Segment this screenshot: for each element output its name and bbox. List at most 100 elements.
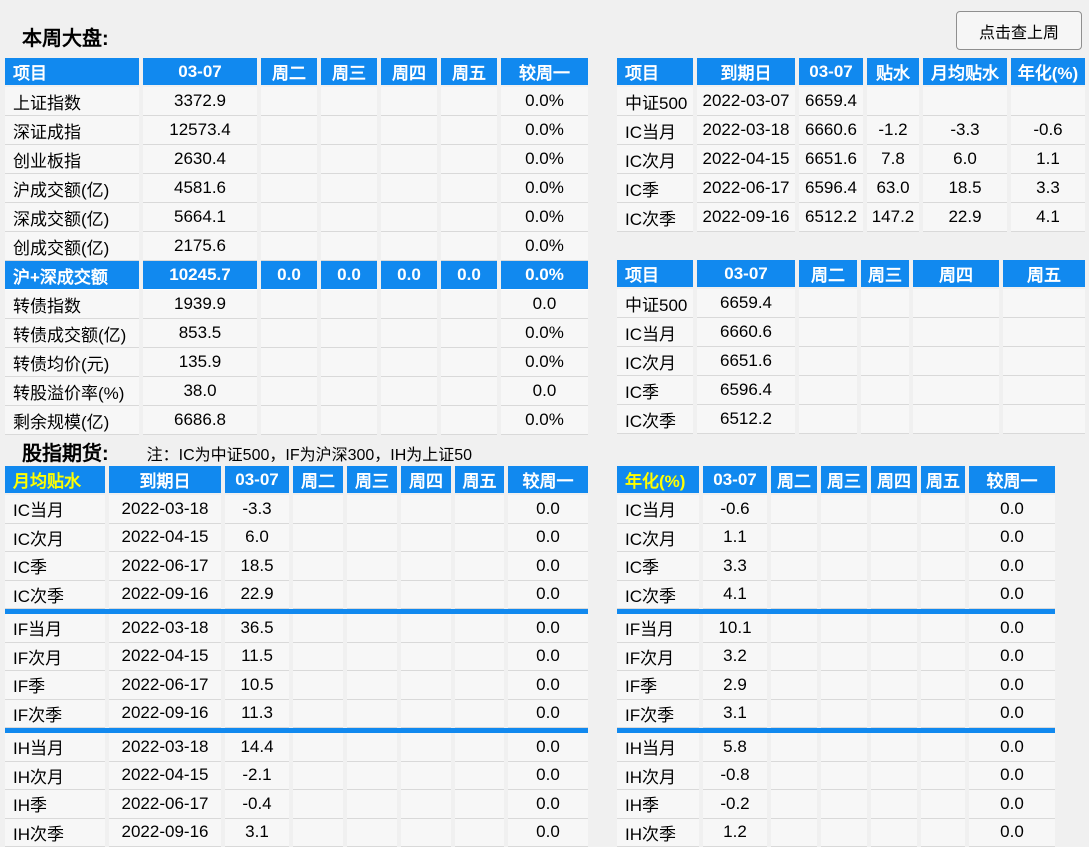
table-row: IC次季 4.1 0.0 xyxy=(617,580,1055,609)
table-cell xyxy=(401,761,451,790)
table-cell: 2022-09-16 xyxy=(109,818,221,847)
header-cell: 月均贴水 xyxy=(5,466,105,493)
table-cell: 0.0% xyxy=(501,87,588,116)
header-cell: 周三 xyxy=(821,466,867,493)
table-cell: 2022-06-17 xyxy=(109,552,221,581)
table-cell: 3.3 xyxy=(703,552,767,581)
table-cell: 38.0 xyxy=(143,377,257,406)
group-separator xyxy=(5,609,588,614)
table-cell xyxy=(401,671,451,700)
table-cell xyxy=(261,203,317,232)
table-cell xyxy=(261,406,317,435)
table-cell: IH季 xyxy=(5,790,105,819)
table-cell xyxy=(441,87,497,116)
table-cell: 深成交额(亿) xyxy=(5,203,139,232)
view-last-week-button[interactable]: 点击查上周 xyxy=(956,11,1082,50)
table-cell xyxy=(381,406,437,435)
table-cell xyxy=(455,733,504,762)
table-cell: 2022-06-17 xyxy=(697,174,795,203)
table-cell xyxy=(293,552,343,581)
table-cell xyxy=(871,642,917,671)
table-cell: IC次季 xyxy=(617,405,693,434)
table-cell xyxy=(861,318,909,347)
table-cell xyxy=(1011,87,1085,116)
header-row: 年化(%) 03-07 周二 周三 周四 周五 较周一 xyxy=(617,466,1055,493)
table-cell: 2175.6 xyxy=(143,232,257,261)
table-cell xyxy=(771,733,817,762)
table-row: IF当月 2022-03-18 36.5 0.0 xyxy=(5,614,588,643)
table-cell xyxy=(871,614,917,643)
table-cell: IH次月 xyxy=(617,761,699,790)
table-cell xyxy=(871,552,917,581)
table-row: IH次月 -0.8 0.0 xyxy=(617,761,1055,790)
table-cell: 2022-04-15 xyxy=(697,145,795,174)
table-cell xyxy=(441,406,497,435)
header-cell: 项目 xyxy=(5,58,139,85)
table-cell xyxy=(913,289,999,318)
table-cell xyxy=(293,761,343,790)
table-cell xyxy=(347,495,397,524)
table-cell xyxy=(821,552,867,581)
table-cell: IF次月 xyxy=(5,642,105,671)
table-cell xyxy=(921,552,965,581)
table-cell xyxy=(261,116,317,145)
table-cell: 0.0 xyxy=(508,580,588,609)
table-cell: 0.0% xyxy=(501,145,588,174)
table-cell: 6596.4 xyxy=(697,376,795,405)
table-cell: IH当月 xyxy=(617,733,699,762)
table-cell: 2022-03-18 xyxy=(109,495,221,524)
table-cell: 135.9 xyxy=(143,348,257,377)
header-cell: 03-07 xyxy=(143,58,257,85)
table-row: 转债指数 1939.9 0.0 xyxy=(5,290,588,319)
table-cell xyxy=(771,523,817,552)
table-cell: 4.1 xyxy=(703,580,767,609)
table-cell: 0.0 xyxy=(969,495,1055,524)
table-cell: 2022-04-15 xyxy=(109,523,221,552)
table-cell xyxy=(921,818,965,847)
table-cell: 0.0% xyxy=(501,174,588,203)
table-cell xyxy=(381,174,437,203)
table-cell xyxy=(441,348,497,377)
table-cell: 中证500 xyxy=(617,289,693,318)
table-cell xyxy=(799,318,857,347)
table-cell: 转债成交额(亿) xyxy=(5,319,139,348)
table-row: IC次季 6512.2 xyxy=(617,405,1085,434)
table-cell: IF次季 xyxy=(5,699,105,728)
table-cell xyxy=(261,232,317,261)
page-title-week: 本周大盘: xyxy=(22,28,109,50)
table-cell: IC次月 xyxy=(617,145,693,174)
header-cell: 周三 xyxy=(321,58,377,85)
table-cell xyxy=(441,232,497,261)
table-cell xyxy=(913,376,999,405)
table-cell: 12573.4 xyxy=(143,116,257,145)
table-cell xyxy=(321,87,377,116)
table-cell: 0.0 xyxy=(381,261,437,290)
group-separator xyxy=(617,728,1055,733)
table-cell: -0.8 xyxy=(703,761,767,790)
table-cell: IC季 xyxy=(617,174,693,203)
futures-detail-table: 项目 到期日 03-07 贴水 月均贴水 年化(%) 中证500 2022-03-07 6659… xyxy=(617,58,1085,232)
table-row: IF季 2022-06-17 10.5 0.0 xyxy=(5,671,588,700)
table-cell: IH当月 xyxy=(5,733,105,762)
table-cell xyxy=(401,495,451,524)
table-cell: 0.0 xyxy=(969,733,1055,762)
table-cell xyxy=(441,116,497,145)
table-row: IH次月 2022-04-15 -2.1 0.0 xyxy=(5,761,588,790)
table-row: 沪成交额(亿) 4581.6 0.0% xyxy=(5,174,588,203)
table-row: IF当月 10.1 0.0 xyxy=(617,614,1055,643)
table-cell xyxy=(821,818,867,847)
table-cell: 6651.6 xyxy=(697,347,795,376)
header-cell: 项目 xyxy=(617,260,693,287)
table-cell xyxy=(455,495,504,524)
table-cell: IH季 xyxy=(617,790,699,819)
table-cell: 0.0 xyxy=(969,614,1055,643)
table-cell: IF季 xyxy=(5,671,105,700)
table-row: IC当月 2022-03-18 -3.3 0.0 xyxy=(5,495,588,524)
table-cell xyxy=(923,87,1007,116)
table-cell: 10.1 xyxy=(703,614,767,643)
table-cell xyxy=(871,699,917,728)
table-cell xyxy=(771,580,817,609)
table-cell xyxy=(771,642,817,671)
table-row: 转股溢价率(%) 38.0 0.0 xyxy=(5,377,588,406)
table-cell: 0.0 xyxy=(441,261,497,290)
